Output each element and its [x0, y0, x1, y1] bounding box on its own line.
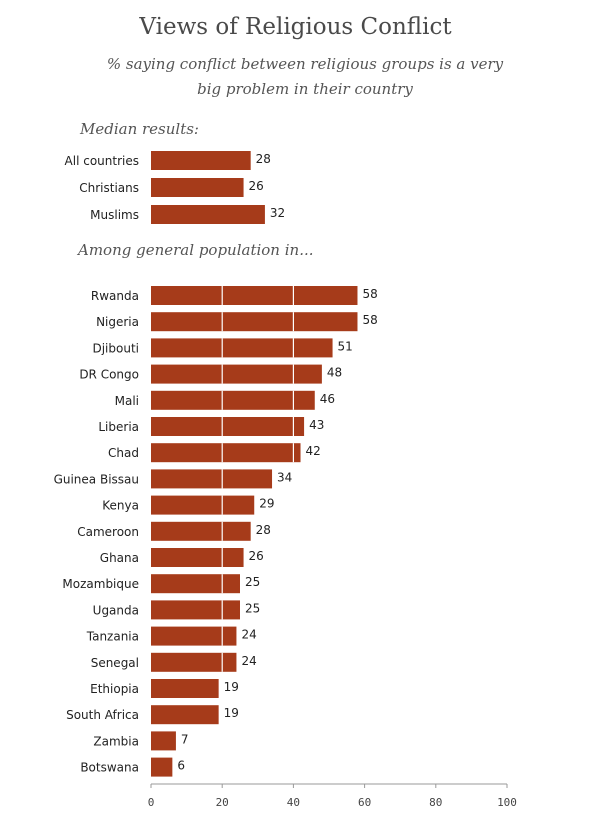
value-label: 48: [327, 366, 342, 380]
category-label: Uganda: [93, 603, 139, 617]
bar: [151, 205, 265, 224]
category-label: DR Congo: [79, 368, 139, 382]
value-label: 28: [256, 152, 271, 166]
category-label: Tanzania: [86, 630, 139, 644]
value-label: 28: [256, 523, 271, 537]
value-label: 43: [309, 418, 324, 432]
bar: [151, 495, 255, 515]
chart-subtitle: % saying conflict between religious grou…: [106, 55, 504, 98]
category-label: Muslims: [90, 208, 139, 222]
population-section-label: Among general population in...: [78, 241, 314, 259]
category-label: South Africa: [66, 708, 139, 722]
bar: [151, 574, 240, 594]
category-label: Nigeria: [96, 315, 139, 329]
value-label: 58: [362, 287, 377, 301]
bar: [151, 679, 219, 698]
bar: [151, 417, 305, 436]
bar: [151, 600, 240, 620]
category-label: Senegal: [91, 656, 139, 670]
median-section-label: Median results:: [80, 120, 199, 138]
value-label: 34: [277, 470, 292, 484]
value-label: 32: [270, 206, 285, 220]
category-label: Guinea Bissau: [54, 472, 139, 486]
chart-title: Views of Religious Conflict: [139, 14, 452, 40]
value-label: 6: [177, 759, 185, 773]
x-tick-label: 80: [429, 796, 442, 809]
value-label: 26: [249, 549, 264, 563]
bar: [151, 286, 358, 305]
category-label: Mozambique: [62, 577, 139, 591]
bar: [151, 757, 173, 777]
category-label: Mali: [115, 394, 139, 408]
category-label: Cameroon: [77, 525, 139, 539]
value-label: 7: [181, 732, 189, 746]
category-label: All countries: [65, 154, 139, 168]
value-label: 42: [306, 444, 321, 458]
category-label: Ghana: [100, 551, 139, 565]
value-label: 46: [320, 392, 335, 406]
x-tick-label: 100: [497, 796, 517, 809]
category-label: Christians: [79, 181, 139, 195]
value-label: 51: [338, 339, 353, 353]
bar: [151, 364, 322, 384]
bar: [151, 338, 333, 358]
category-label: Ethiopia: [90, 682, 139, 696]
value-label: 19: [224, 680, 239, 694]
bar: [151, 705, 219, 725]
bar: [151, 469, 273, 489]
bar: [151, 521, 251, 541]
x-tick-label: 40: [287, 796, 300, 809]
category-label: Kenya: [102, 499, 139, 513]
category-label: Chad: [108, 446, 139, 460]
bar: [151, 178, 244, 197]
value-label: 25: [245, 601, 260, 615]
value-label: 24: [241, 628, 256, 642]
x-tick-label: 20: [216, 796, 229, 809]
value-label: 29: [259, 497, 274, 511]
x-tick-label: 60: [358, 796, 371, 809]
bar: [151, 151, 251, 170]
bar: [151, 548, 244, 567]
value-label: 58: [362, 313, 377, 327]
bar: [151, 652, 237, 672]
category-label: Rwanda: [91, 289, 139, 303]
bar: [151, 390, 315, 410]
value-label: 26: [249, 179, 264, 193]
category-label: Zambia: [93, 734, 139, 748]
x-tick-label: 0: [148, 796, 155, 809]
bar: [151, 626, 237, 646]
bar: [151, 443, 301, 463]
category-label: Djibouti: [92, 341, 139, 355]
value-label: 25: [245, 575, 260, 589]
bar: [151, 312, 358, 332]
category-label: Liberia: [98, 420, 139, 434]
bar: [151, 731, 176, 751]
category-label: Botswana: [80, 761, 139, 775]
value-label: 24: [241, 654, 256, 668]
value-label: 19: [224, 706, 239, 720]
